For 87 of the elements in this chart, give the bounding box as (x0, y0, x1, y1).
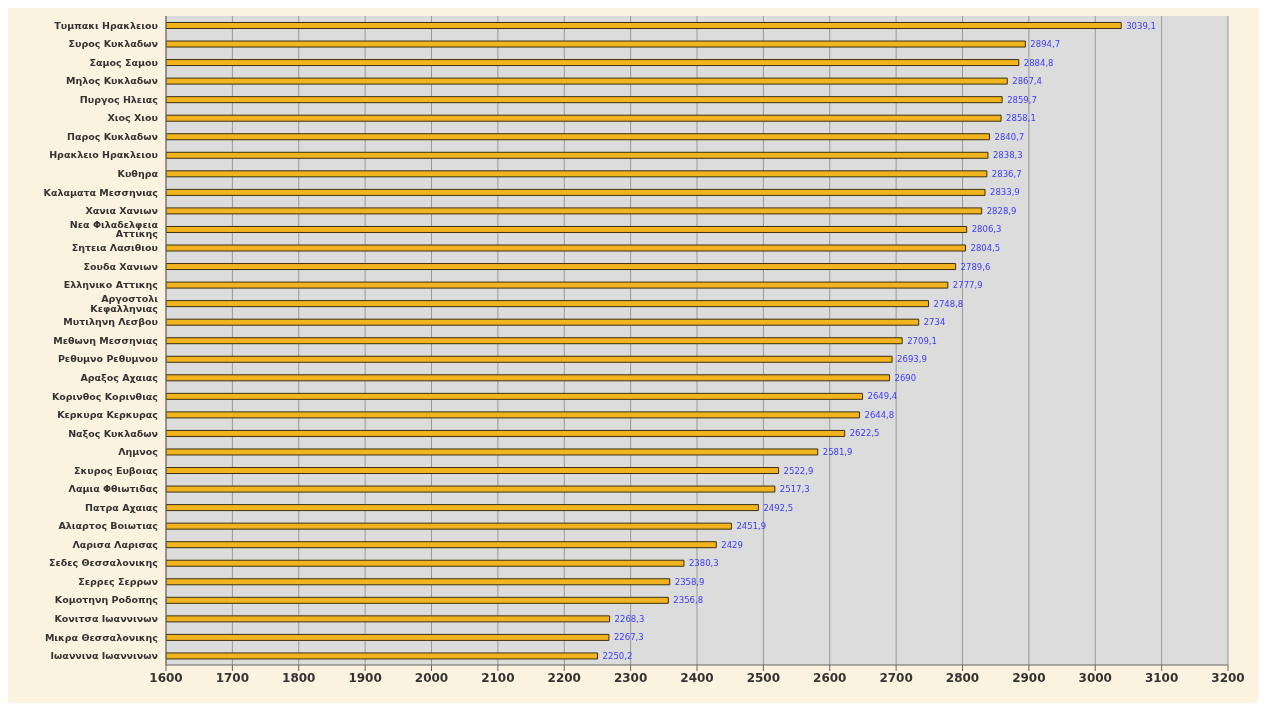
x-tick-label: 3200 (1211, 670, 1245, 685)
x-tick-label: 2500 (746, 670, 781, 685)
x-tick-label: 2200 (547, 670, 581, 685)
data-label: 2581,9 (822, 446, 853, 457)
y-tick-label: Ρεθυμνο Ρεθυμνου (57, 353, 158, 365)
y-tick-label: Αργοστολι Κεφαλληνιας (90, 293, 159, 314)
x-tick-label: 2700 (879, 670, 913, 685)
y-tick-label: Μηλος Κυκλαδων (65, 75, 159, 87)
data-label: 2777,9 (952, 280, 983, 291)
x-tick-label: 2300 (613, 670, 648, 685)
y-tick-label: Κυθηρα (117, 167, 159, 179)
y-tick-label: Λαρισα Λαρισας (72, 538, 158, 550)
data-label: 2522,9 (783, 465, 814, 476)
y-tick-label: Ιωαννινα Ιωαννινων (50, 650, 159, 662)
y-tick-label: Ελληνικο Αττικης (63, 279, 158, 291)
data-label: 2250,2 (602, 650, 633, 661)
data-label: 2517,3 (779, 484, 810, 495)
x-tick-label: 2000 (414, 670, 449, 685)
y-tick-label: Καλαματα Μεσσηνιας (43, 186, 158, 198)
data-label: 2884,8 (1023, 57, 1054, 68)
data-label: 2838,3 (992, 150, 1023, 161)
y-tick-label: Χανια Χανιων (85, 205, 159, 217)
y-tick-label: Σκυρος Ευβοιας (73, 464, 158, 476)
x-tick-label: 1900 (348, 670, 382, 685)
data-label: 2267,3 (613, 632, 644, 643)
y-tick-label: Σητεια Λασιθιου (71, 242, 158, 254)
x-tick-label: 2900 (1012, 670, 1046, 685)
y-tick-label: Αραξος Αχαιας (80, 371, 158, 383)
data-label: 2380,3 (688, 558, 719, 569)
x-tick-label: 3100 (1144, 670, 1179, 685)
data-label: 2836,7 (991, 168, 1022, 179)
data-label: 3039,1 (1126, 20, 1156, 31)
y-tick-label: Κομοτηνη Ροδοπης (54, 594, 158, 606)
y-tick-label: Σεδες Θεσσαλονικης (48, 557, 158, 569)
data-label: 2492,5 (763, 502, 794, 513)
data-label: 2804,5 (970, 243, 1001, 254)
y-tick-label: Αλιαρτος Βοιωτιας (58, 520, 158, 532)
y-tick-label: Συρος Κυκλαδων (68, 38, 159, 50)
y-tick-label: Σαμος Σαμου (89, 56, 158, 68)
x-tick-label: 1800 (282, 670, 316, 685)
y-tick-label: Κονιτσα Ιωαννινων (54, 613, 159, 625)
x-tick-label: 1600 (149, 670, 183, 685)
x-tick-label: 1700 (215, 670, 250, 685)
data-label: 2356,8 (673, 595, 704, 606)
data-label: 2429 (721, 539, 743, 550)
data-label: 2268,3 (614, 613, 645, 624)
x-tick-label: 2100 (481, 670, 515, 685)
data-label: 2806,3 (971, 224, 1002, 235)
data-label: 2748,8 (933, 298, 964, 309)
y-tick-label: Κερκυρα Κερκυρας (57, 409, 158, 421)
data-label: 2649,4 (867, 391, 898, 402)
x-tick-label: 2800 (945, 670, 980, 685)
y-tick-label: Νεα Φιλαδελφεια Αττικης (69, 218, 159, 240)
data-label: 2840,7 (994, 131, 1025, 142)
data-label: 2358,9 (674, 576, 705, 587)
data-label: 2789,6 (960, 261, 991, 272)
y-tick-label: Πυργος Ηλειας (79, 93, 158, 105)
y-tick-label: Κορινθος Κορινθιας (51, 390, 158, 402)
data-label: 2693,9 (897, 354, 927, 365)
data-label: 2894,7 (1030, 39, 1061, 50)
y-tick-label: Ηρακλειο Ηρακλειου (49, 149, 158, 161)
y-tick-label: Μυτιληνη Λεσβου (63, 316, 158, 328)
y-tick-label: Σερρες Σερρων (78, 575, 159, 587)
x-tick-label: 2400 (680, 670, 714, 685)
data-label: 2690 (894, 372, 917, 383)
y-tick-label: Ναξος Κυκλαδων (68, 427, 159, 439)
data-label: 2734 (923, 317, 946, 328)
y-tick-label: Μικρα Θεσσαλονικης (44, 631, 158, 643)
data-label: 2451,9 (736, 521, 767, 532)
data-label: 2709,1 (907, 335, 937, 346)
y-tick-label: Τυμπακι Ηρακλειου (54, 19, 158, 31)
y-tick-label: Παρος Κυκλαδων (66, 130, 159, 142)
y-tick-label: Σουδα Χανιων (83, 260, 159, 272)
data-label: 2644,8 (864, 409, 895, 420)
y-tick-label: Λαμια Φθιωτιδας (68, 483, 158, 495)
data-label: 2859,7 (1007, 94, 1037, 105)
data-label: 2833,9 (990, 187, 1020, 198)
x-tick-label: 2600 (813, 670, 847, 685)
y-tick-label: Πατρα Αχαιας (84, 501, 158, 513)
y-tick-label: Μεθωνη Μεσσηνιας (53, 334, 158, 346)
data-label: 2622,5 (849, 428, 880, 439)
y-tick-label: Χιος Χιου (107, 112, 158, 124)
data-label: 2858,1 (1006, 113, 1036, 124)
data-label: 2867,4 (1012, 76, 1042, 87)
data-label: 2828,9 (986, 205, 1017, 216)
x-tick-label: 3000 (1078, 670, 1112, 685)
y-tick-label: Λημνος (118, 446, 158, 458)
